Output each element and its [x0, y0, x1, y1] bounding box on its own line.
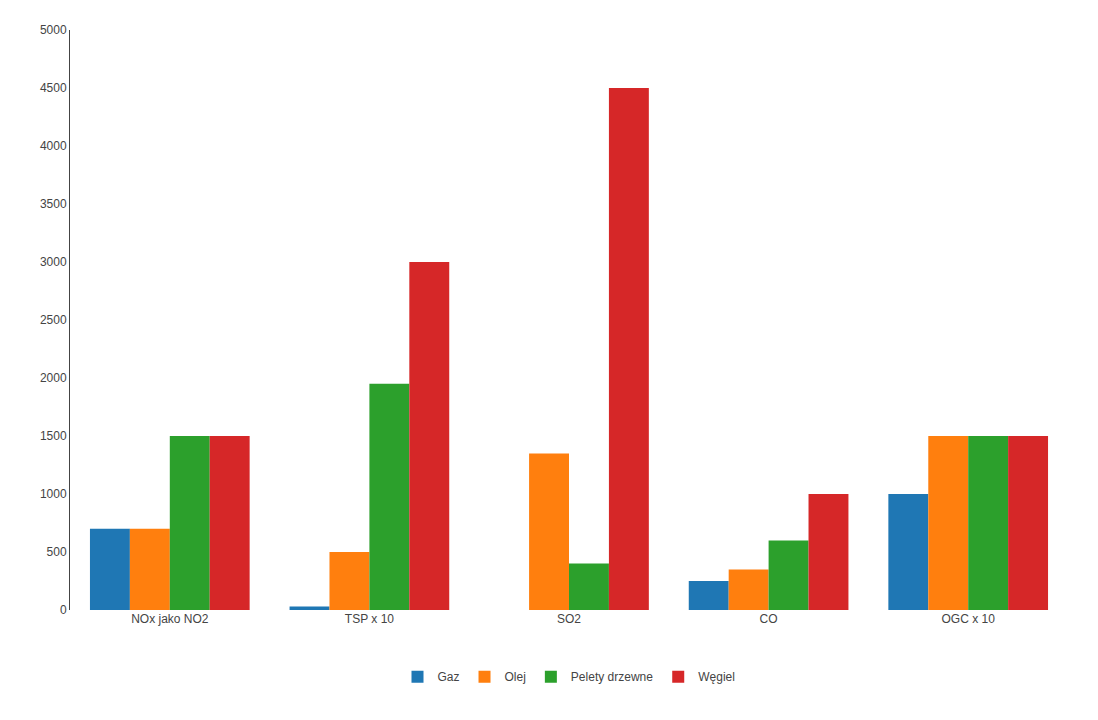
- svg-text:4500: 4500: [40, 81, 67, 95]
- svg-text:1000: 1000: [40, 487, 67, 501]
- svg-text:500: 500: [47, 545, 67, 559]
- svg-text:5000: 5000: [40, 23, 67, 37]
- svg-text:Gaz: Gaz: [438, 670, 460, 684]
- svg-text:1500: 1500: [40, 429, 67, 443]
- svg-text:Węgiel: Węgiel: [698, 670, 735, 684]
- svg-text:2000: 2000: [40, 371, 67, 385]
- svg-text:4000: 4000: [40, 139, 67, 153]
- svg-text:Pelety drzewne: Pelety drzewne: [571, 670, 653, 684]
- svg-text:0: 0: [60, 603, 67, 617]
- svg-text:Olej: Olej: [505, 670, 526, 684]
- svg-text:3500: 3500: [40, 197, 67, 211]
- svg-text:SO2: SO2: [557, 612, 581, 626]
- svg-text:CO: CO: [760, 612, 778, 626]
- svg-text:TSP x 10: TSP x 10: [345, 612, 394, 626]
- svg-text:NOx jako NO2: NOx jako NO2: [131, 612, 209, 626]
- svg-text:3000: 3000: [40, 255, 67, 269]
- svg-text:2500: 2500: [40, 313, 67, 327]
- svg-text:OGC x 10: OGC x 10: [942, 612, 996, 626]
